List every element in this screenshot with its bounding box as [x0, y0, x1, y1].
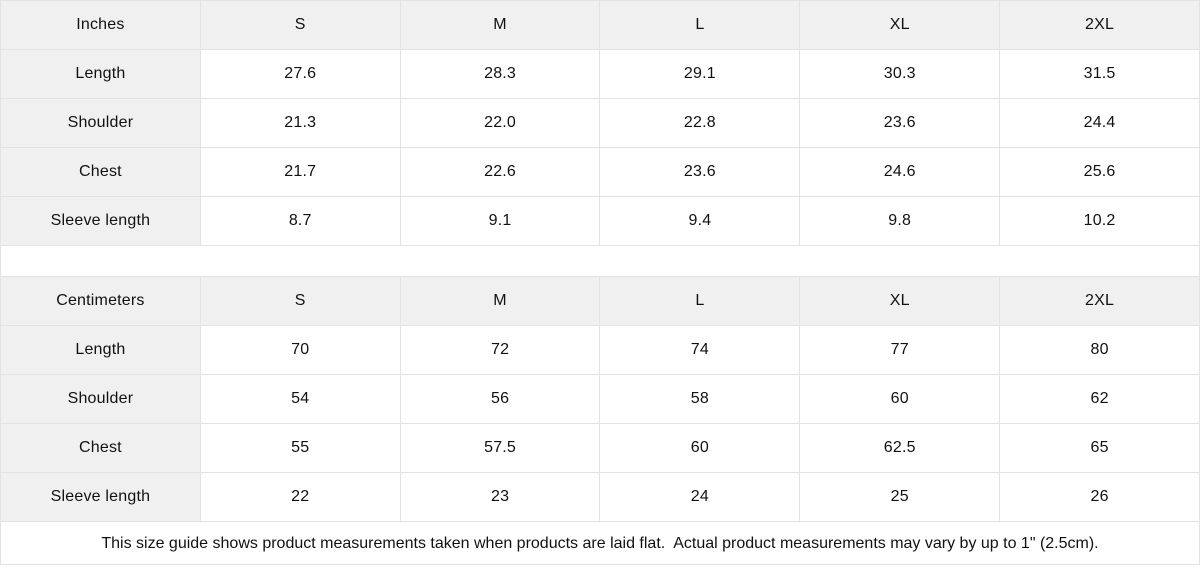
- size-column-header-cell: M: [399, 0, 601, 50]
- measurement-value-cell: 60: [799, 374, 1001, 424]
- measurement-value-cell: 25.6: [999, 147, 1200, 197]
- measurement-value-cell: 58: [599, 374, 801, 424]
- unit-header-cell: Centimeters: [0, 276, 201, 326]
- measurement-value-cell: 26: [999, 472, 1200, 522]
- table-row: Shoulder 21.3 22.0 22.8 23.6 24.4: [0, 98, 1200, 148]
- measurement-value-cell: 54: [199, 374, 401, 424]
- measurement-label-cell: Chest: [0, 147, 201, 197]
- size-column-header-cell: XL: [799, 276, 1001, 326]
- size-column-header-cell: S: [199, 0, 401, 50]
- measurement-value-cell: 25: [799, 472, 1001, 522]
- measurement-value-cell: 22.8: [599, 98, 801, 148]
- measurement-value-cell: 22: [199, 472, 401, 522]
- table-row: Chest 55 57.5 60 62.5 65: [0, 423, 1200, 473]
- size-table-centimeters: Centimeters S M L XL 2XL Length 70 72 74 77 80 Shou…: [0, 276, 1200, 522]
- measurement-value-cell: 65: [999, 423, 1200, 473]
- measurement-value-cell: 28.3: [399, 49, 601, 99]
- measurement-value-cell: 21.7: [199, 147, 401, 197]
- table-header-row: Inches S M L XL 2XL: [0, 0, 1200, 50]
- measurement-value-cell: 27.6: [199, 49, 401, 99]
- measurement-value-cell: 23.6: [599, 147, 801, 197]
- measurement-value-cell: 9.1: [399, 196, 601, 246]
- measurement-value-cell: 31.5: [999, 49, 1200, 99]
- table-row: Chest 21.7 22.6 23.6 24.6 25.6: [0, 147, 1200, 197]
- size-table-inches: Inches S M L XL 2XL Length 27.6 28.3 29.1 30.3 31.…: [0, 0, 1200, 246]
- measurement-value-cell: 22.6: [399, 147, 601, 197]
- measurement-value-cell: 72: [399, 325, 601, 375]
- measurement-value-cell: 56: [399, 374, 601, 424]
- measurement-value-cell: 77: [799, 325, 1001, 375]
- measurement-value-cell: 57.5: [399, 423, 601, 473]
- measurement-value-cell: 80: [999, 325, 1200, 375]
- table-row: Length 27.6 28.3 29.1 30.3 31.5: [0, 49, 1200, 99]
- measurement-value-cell: 9.8: [799, 196, 1001, 246]
- measurement-label-cell: Sleeve length: [0, 196, 201, 246]
- measurement-value-cell: 9.4: [599, 196, 801, 246]
- measurement-value-cell: 55: [199, 423, 401, 473]
- table-header-row: Centimeters S M L XL 2XL: [0, 276, 1200, 326]
- measurement-value-cell: 24.6: [799, 147, 1001, 197]
- table-row: Length 70 72 74 77 80: [0, 325, 1200, 375]
- measurement-value-cell: 24: [599, 472, 801, 522]
- measurement-value-cell: 24.4: [999, 98, 1200, 148]
- size-column-header-cell: L: [599, 0, 801, 50]
- size-column-header-cell: M: [399, 276, 601, 326]
- measurement-value-cell: 23.6: [799, 98, 1001, 148]
- measurement-label-cell: Length: [0, 49, 201, 99]
- measurement-value-cell: 30.3: [799, 49, 1001, 99]
- measurement-value-cell: 22.0: [399, 98, 601, 148]
- table-gap: [0, 246, 1200, 276]
- table-row: Sleeve length 8.7 9.1 9.4 9.8 10.2: [0, 196, 1200, 246]
- measurement-value-cell: 23: [399, 472, 601, 522]
- measurement-value-cell: 60: [599, 423, 801, 473]
- measurement-value-cell: 62.5: [799, 423, 1001, 473]
- measurement-value-cell: 10.2: [999, 196, 1200, 246]
- size-column-header-cell: L: [599, 276, 801, 326]
- size-column-header-cell: 2XL: [999, 0, 1200, 50]
- table-row: Sleeve length 22 23 24 25 26: [0, 472, 1200, 522]
- measurement-value-cell: 62: [999, 374, 1200, 424]
- measurement-label-cell: Length: [0, 325, 201, 375]
- size-column-header-cell: S: [199, 276, 401, 326]
- measurement-value-cell: 8.7: [199, 196, 401, 246]
- table-row: Shoulder 54 56 58 60 62: [0, 374, 1200, 424]
- measurement-value-cell: 29.1: [599, 49, 801, 99]
- size-column-header-cell: 2XL: [999, 276, 1200, 326]
- measurement-value-cell: 70: [199, 325, 401, 375]
- measurement-label-cell: Sleeve length: [0, 472, 201, 522]
- unit-header-cell: Inches: [0, 0, 201, 50]
- measurement-label-cell: Shoulder: [0, 374, 201, 424]
- measurement-label-cell: Chest: [0, 423, 201, 473]
- measurement-value-cell: 74: [599, 325, 801, 375]
- size-guide-panel: Inches S M L XL 2XL Length 27.6 28.3 29.1 30.3 31.…: [0, 0, 1200, 565]
- size-guide-note: This size guide shows product measuremen…: [0, 522, 1200, 565]
- measurement-label-cell: Shoulder: [0, 98, 201, 148]
- size-column-header-cell: XL: [799, 0, 1001, 50]
- measurement-value-cell: 21.3: [199, 98, 401, 148]
